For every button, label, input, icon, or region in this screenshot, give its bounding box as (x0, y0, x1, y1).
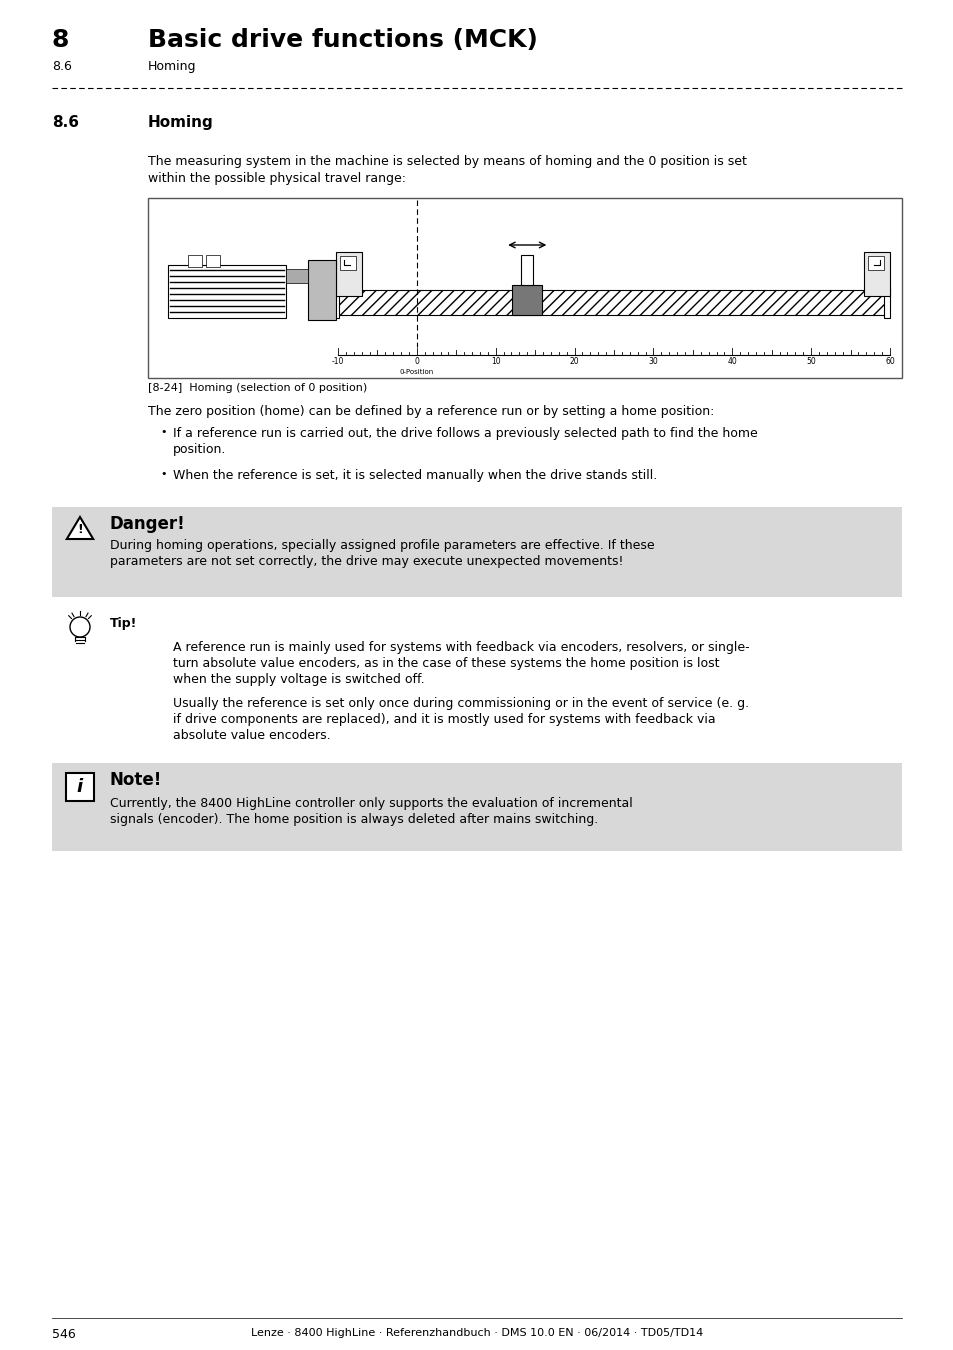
Text: position.: position. (172, 443, 226, 456)
Bar (333, 288, 338, 319)
Bar (520, 255, 533, 285)
Text: Homing: Homing (148, 115, 213, 130)
Text: turn absolute value encoders, as in the case of these systems the home position : turn absolute value encoders, as in the … (172, 657, 719, 670)
Bar (339, 256, 355, 270)
Text: 60: 60 (884, 356, 894, 366)
Bar (66, 774, 94, 801)
Text: 8.6: 8.6 (52, 59, 71, 73)
Text: 30: 30 (648, 356, 658, 366)
Text: parameters are not set correctly, the drive may execute unexpected movements!: parameters are not set correctly, the dr… (110, 555, 623, 568)
Text: within the possible physical travel range:: within the possible physical travel rang… (148, 171, 406, 185)
Bar (206, 255, 220, 267)
Text: Basic drive functions (MCK): Basic drive functions (MCK) (148, 28, 537, 53)
Text: The measuring system in the machine is selected by means of homing and the 0 pos: The measuring system in the machine is s… (148, 155, 746, 167)
Text: When the reference is set, it is selected manually when the drive stands still.: When the reference is set, it is selecte… (172, 468, 657, 482)
Bar (512, 285, 541, 315)
Text: •: • (160, 427, 167, 437)
Text: Note!: Note! (110, 771, 162, 788)
Text: i: i (77, 778, 83, 796)
Bar (168, 265, 286, 319)
Bar (52, 508, 901, 597)
Bar (883, 288, 889, 319)
Text: 50: 50 (805, 356, 815, 366)
Text: Currently, the 8400 HighLine controller only supports the evaluation of incremen: Currently, the 8400 HighLine controller … (110, 796, 632, 810)
Text: 10: 10 (491, 356, 500, 366)
Text: Tip!: Tip! (110, 617, 137, 630)
Bar (308, 261, 335, 320)
Bar (148, 198, 901, 378)
Text: 8: 8 (52, 28, 70, 53)
Text: -10: -10 (332, 356, 344, 366)
Text: If a reference run is carried out, the drive follows a previously selected path : If a reference run is carried out, the d… (172, 427, 757, 440)
Polygon shape (67, 517, 93, 539)
Text: !: ! (77, 522, 83, 536)
Text: •: • (160, 468, 167, 479)
Text: if drive components are replaced), and it is mostly used for systems with feedba: if drive components are replaced), and i… (172, 713, 715, 726)
Text: 0-Position: 0-Position (399, 369, 434, 375)
Text: A reference run is mainly used for systems with feedback via encoders, resolvers: A reference run is mainly used for syste… (172, 641, 749, 653)
Bar (286, 269, 308, 284)
Text: During homing operations, specially assigned profile parameters are effective. I: During homing operations, specially assi… (110, 539, 654, 552)
Text: Lenze · 8400 HighLine · Referenzhandbuch · DMS 10.0 EN · 06/2014 · TD05/TD14: Lenze · 8400 HighLine · Referenzhandbuch… (251, 1328, 702, 1338)
Text: 20: 20 (569, 356, 578, 366)
Text: Danger!: Danger! (110, 514, 186, 533)
Text: 8.6: 8.6 (52, 115, 79, 130)
Text: 40: 40 (726, 356, 737, 366)
Text: The zero position (home) can be defined by a reference run or by setting a home : The zero position (home) can be defined … (148, 405, 714, 418)
Text: when the supply voltage is switched off.: when the supply voltage is switched off. (172, 674, 424, 686)
Text: [8-24]  Homing (selection of 0 position): [8-24] Homing (selection of 0 position) (148, 383, 367, 393)
Bar (335, 252, 361, 296)
Bar (863, 252, 889, 296)
Text: 546: 546 (52, 1328, 75, 1341)
Text: Usually the reference is set only once during commissioning or in the event of s: Usually the reference is set only once d… (172, 697, 748, 710)
Bar (188, 255, 202, 267)
Text: Homing: Homing (148, 59, 196, 73)
Bar (867, 256, 883, 270)
Text: signals (encoder). The home position is always deleted after mains switching.: signals (encoder). The home position is … (110, 813, 598, 826)
Text: absolute value encoders.: absolute value encoders. (172, 729, 331, 742)
Bar (335, 290, 886, 315)
Text: 0: 0 (414, 356, 419, 366)
Bar (52, 763, 901, 850)
